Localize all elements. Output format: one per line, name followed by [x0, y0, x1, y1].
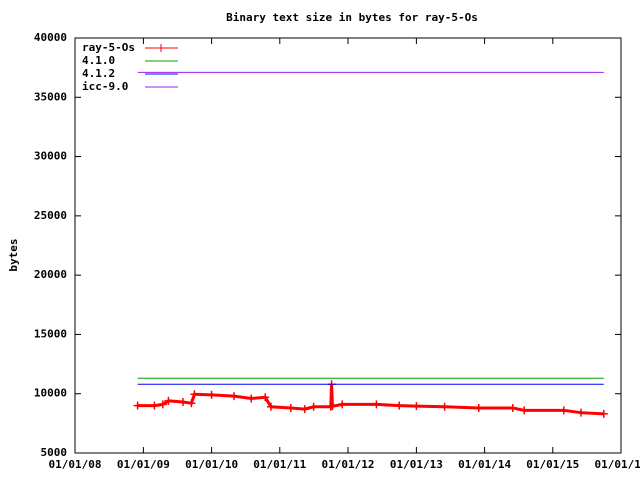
point-marker	[440, 402, 449, 411]
point-marker	[577, 408, 586, 417]
point-marker	[338, 400, 347, 409]
point-marker	[395, 401, 404, 410]
point-marker	[230, 392, 239, 401]
point-marker	[190, 390, 199, 399]
point-marker	[286, 403, 295, 412]
legend-marker	[157, 44, 165, 52]
x-tick-label: 01/01/10	[185, 458, 238, 471]
point-marker	[559, 406, 568, 415]
y-tick-label: 15000	[34, 327, 67, 340]
x-tick-label: 01/01/14	[458, 458, 511, 471]
point-marker	[372, 400, 381, 409]
legend-label: ray-5-Os	[82, 41, 135, 54]
y-tick-label: 40000	[34, 31, 67, 44]
point-marker	[187, 399, 196, 408]
point-marker	[247, 394, 256, 403]
y-tick-label: 10000	[34, 387, 67, 400]
point-marker	[300, 405, 309, 414]
point-marker	[150, 401, 159, 410]
point-marker	[133, 401, 142, 410]
y-tick-label: 20000	[34, 268, 67, 281]
point-marker	[207, 390, 216, 399]
point-marker	[309, 402, 318, 411]
point-marker	[520, 406, 529, 415]
point-marker	[267, 402, 276, 411]
y-tick-label: 5000	[41, 446, 68, 459]
x-tick-label: 01/01/11	[253, 458, 306, 471]
x-tick-label: 01/01/12	[322, 458, 375, 471]
x-tick-label: 01/01/08	[49, 458, 102, 471]
point-marker	[508, 403, 517, 412]
x-tick-label: 01/01/15	[526, 458, 579, 471]
legend-label: 4.1.0	[82, 54, 115, 67]
legend-label: icc-9.0	[82, 80, 128, 93]
y-tick-label: 30000	[34, 150, 67, 163]
x-tick-label: 01/01/16	[595, 458, 640, 471]
point-marker	[164, 396, 173, 405]
y-axis-label: bytes	[7, 238, 20, 271]
point-marker	[158, 400, 167, 409]
point-marker	[599, 409, 608, 418]
legend-label: 4.1.2	[82, 67, 115, 80]
point-marker	[412, 402, 421, 411]
point-marker	[261, 393, 270, 402]
y-tick-label: 35000	[34, 90, 67, 103]
point-marker	[328, 402, 337, 411]
point-marker	[179, 398, 188, 407]
point-marker	[474, 403, 483, 412]
x-tick-label: 01/01/09	[117, 458, 170, 471]
chart-title: Binary text size in bytes for ray-5-Os	[226, 11, 478, 24]
x-tick-label: 01/01/13	[390, 458, 443, 471]
y-tick-label: 25000	[34, 209, 67, 222]
